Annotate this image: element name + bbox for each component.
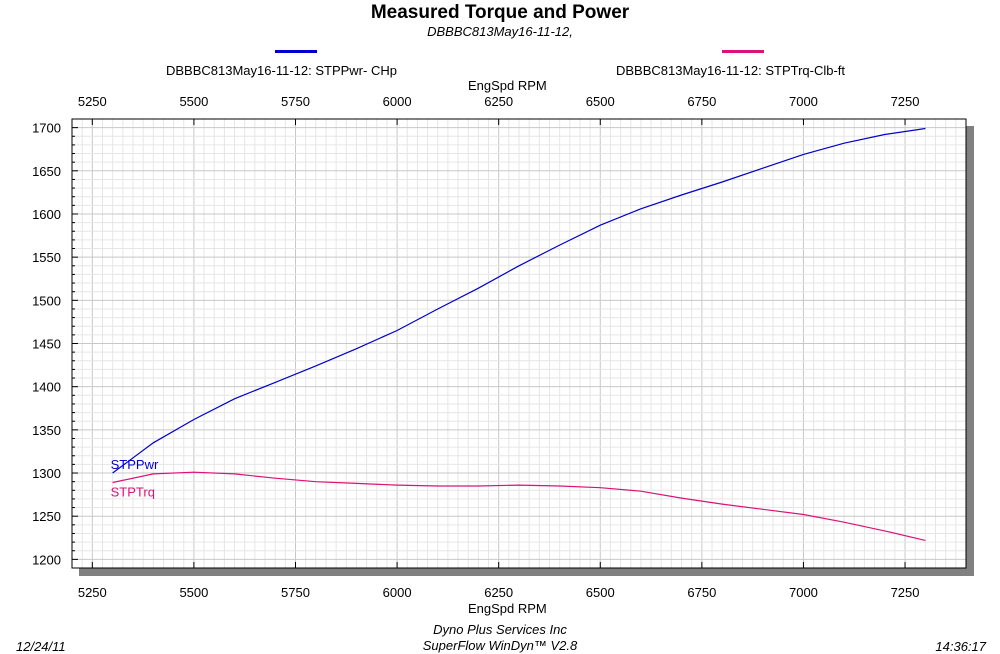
- x-tick-label-top: 6750: [687, 94, 716, 109]
- y-tick-label: 1550: [32, 250, 61, 265]
- x-axis-title-top: EngSpd RPM: [468, 78, 547, 93]
- legend-swatch-power: [275, 50, 317, 53]
- x-tick-label-bottom: 7250: [891, 585, 920, 600]
- x-tick-label-top: 7250: [891, 94, 920, 109]
- footer-date: 12/24/11: [16, 639, 66, 654]
- x-tick-label-bottom: 6000: [383, 585, 412, 600]
- x-tick-label-top: 5750: [281, 94, 310, 109]
- y-tick-label: 1500: [32, 293, 61, 308]
- ticks: 5250 5250 5500 5500 5750 5750 6000 6000 6250 6250…: [32, 94, 919, 600]
- x-tick-label-top: 5250: [78, 94, 107, 109]
- y-tick-label: 1700: [32, 121, 61, 136]
- legend-label-torque: DBBBC813May16-11-12: STPTrq-Clb-ft: [616, 63, 846, 78]
- x-tick-label-top: 6500: [586, 94, 615, 109]
- chart-title: Measured Torque and Power: [370, 2, 630, 23]
- x-tick-label-bottom: 5750: [281, 585, 310, 600]
- y-tick-label: 1250: [32, 509, 61, 524]
- x-tick-label-top: 6250: [484, 94, 513, 109]
- series-label-stppwr: STPPwr: [111, 457, 159, 472]
- x-tick-label-bottom: 6750: [687, 585, 716, 600]
- series: STPPwr STPTrq: [111, 127, 926, 541]
- plot-shadow-right: [966, 126, 974, 576]
- footer-software: SuperFlow WinDyn™ V2.8: [422, 638, 578, 653]
- y-tick-label: 1650: [32, 164, 61, 179]
- x-tick-label-bottom: 6500: [586, 585, 615, 600]
- footer-company: Dyno Plus Services Inc: [433, 622, 567, 637]
- chart-subtitle: DBBBC813May16-11-12,: [427, 24, 573, 39]
- x-axis-title-bottom: EngSpd RPM: [468, 601, 547, 616]
- x-tick-label-top: 6000: [383, 94, 412, 109]
- x-tick-label-top: 7000: [789, 94, 818, 109]
- y-tick-label: 1400: [32, 380, 61, 395]
- series-line-stptrq: [112, 471, 926, 541]
- legend-swatch-torque: [722, 50, 764, 53]
- series-label-stptrq: STPTrq: [111, 485, 155, 500]
- y-tick-label: 1450: [32, 337, 61, 352]
- y-tick-label: 1300: [32, 466, 61, 481]
- x-tick-label-bottom: 6250: [484, 585, 513, 600]
- series-line-stppwr: [112, 127, 926, 474]
- y-tick-label: 1200: [32, 552, 61, 567]
- x-tick-label-bottom: 7000: [789, 585, 818, 600]
- legend-label-power: DBBBC813May16-11-12: STPPwr- CHp: [166, 63, 397, 78]
- x-tick-label-bottom: 5250: [78, 585, 107, 600]
- footer-time: 14:36:17: [935, 639, 986, 654]
- y-tick-label: 1600: [32, 207, 61, 222]
- y-tick-label: 1350: [32, 423, 61, 438]
- plot-shadow: [79, 126, 974, 576]
- x-tick-label-top: 5500: [179, 94, 208, 109]
- plot-shadow-bottom: [79, 568, 973, 576]
- x-tick-label-bottom: 5500: [179, 585, 208, 600]
- grid: [71, 118, 967, 569]
